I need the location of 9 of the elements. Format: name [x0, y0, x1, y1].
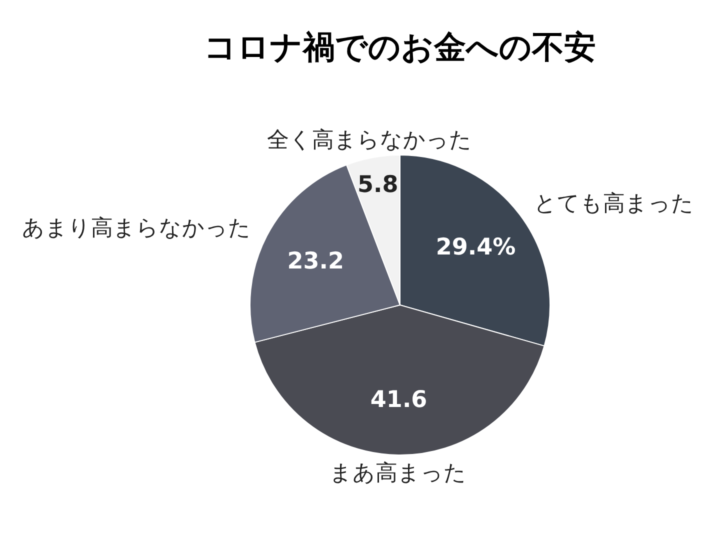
slice-label: とても高まった — [534, 192, 694, 217]
data-label: 23.2 — [287, 248, 344, 274]
slice-label: あまり高まらなかった — [22, 216, 251, 241]
slice-label: まあ高まった — [329, 460, 466, 486]
data-label: 5.8 — [358, 172, 398, 198]
data-label: 29.4% — [436, 234, 516, 261]
chart-title: コロナ禍でのお金への不安 — [204, 28, 596, 66]
slice-label: 全く高まらなかった — [267, 128, 472, 153]
data-label: 41.6 — [370, 386, 428, 413]
